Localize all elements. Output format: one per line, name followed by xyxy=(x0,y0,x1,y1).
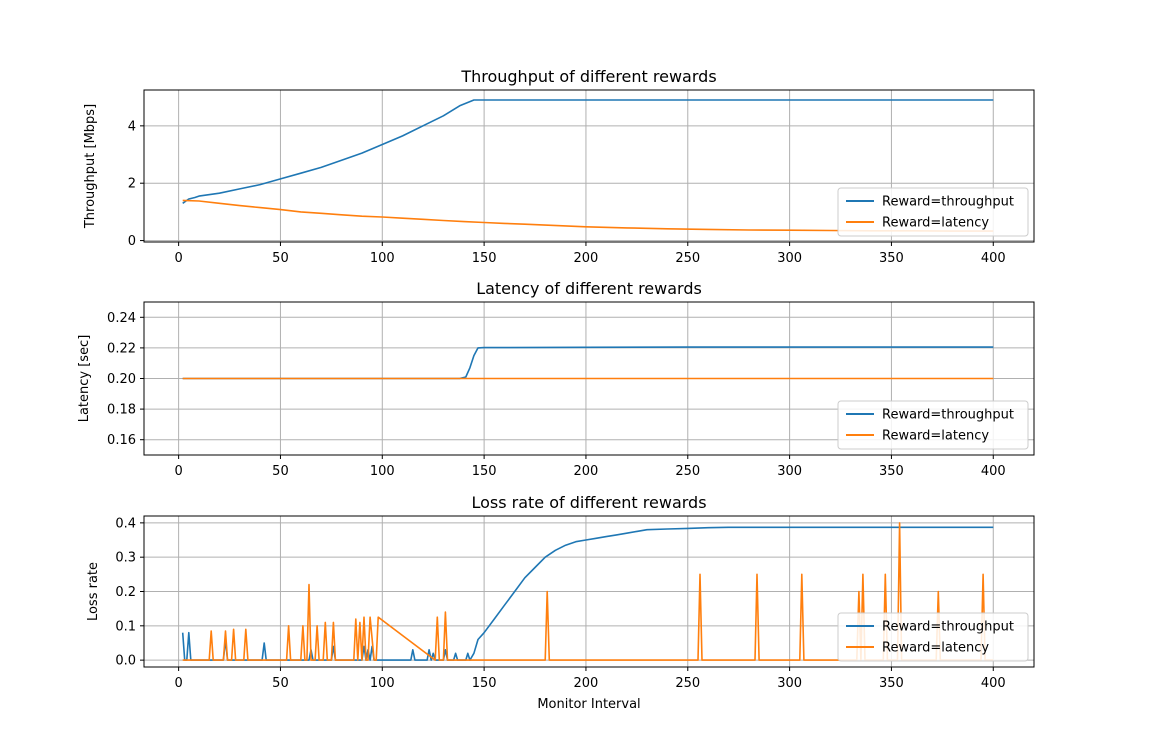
legend: Reward=throughput Reward=latency xyxy=(837,400,1029,450)
y-axis-label: Latency [sec] xyxy=(77,335,92,423)
x-tick-label: 300 xyxy=(777,464,802,479)
y-tick-label: 2 xyxy=(128,177,136,192)
x-tick-label: 300 xyxy=(777,251,802,266)
x-tick-label: 400 xyxy=(981,251,1006,266)
y-axis-label: Throughput [Mbps] xyxy=(83,104,98,229)
x-tick-label: 350 xyxy=(879,251,904,266)
y-tick-label: 0.2 xyxy=(115,585,136,600)
legend-label: Reward=throughput xyxy=(882,408,1014,423)
y-tick-label: 0 xyxy=(128,234,136,249)
x-tick-label: 50 xyxy=(272,676,289,691)
y-tick-label: 0.24 xyxy=(107,311,136,326)
x-tick-label: 100 xyxy=(370,676,395,691)
chart-panel-2: 0 50 100 150 200 250 300 350 400 0.16 0.18 0.20 0.22… xyxy=(77,279,1035,479)
x-tick-label: 200 xyxy=(574,676,599,691)
x-tick-label: 0 xyxy=(174,676,182,691)
x-tick-label: 250 xyxy=(675,251,700,266)
x-tick-label: 0 xyxy=(174,251,182,266)
series-line-throughput xyxy=(182,346,994,380)
legend: Reward=throughput Reward=latency xyxy=(837,612,1029,662)
y-tick-label: 0.20 xyxy=(107,372,136,387)
x-tick-label: 200 xyxy=(574,251,599,266)
y-tick-label: 0.3 xyxy=(115,551,136,566)
y-axis-label: Loss rate xyxy=(86,562,101,621)
x-tick-label: 350 xyxy=(879,464,904,479)
chart-title: Loss rate of different rewards xyxy=(471,493,706,512)
x-tick-label: 350 xyxy=(879,676,904,691)
x-tick-label: 300 xyxy=(777,676,802,691)
x-tick-label: 250 xyxy=(675,464,700,479)
y-tick-label: 0.0 xyxy=(115,654,136,669)
x-tick-label: 100 xyxy=(370,251,395,266)
x-tick-label: 150 xyxy=(472,251,497,266)
legend: Reward=throughput Reward=latency xyxy=(837,187,1029,237)
y-tick-label: 0.22 xyxy=(107,341,136,356)
x-tick-label: 150 xyxy=(472,464,497,479)
chart-title: Latency of different rewards xyxy=(476,279,702,298)
chart-title: Throughput of different rewards xyxy=(460,67,716,86)
chart-panel-3: 0 50 100 150 200 250 300 350 400 0.0 0.1 0.2 0.3 0.4 L… xyxy=(86,493,1035,712)
y-tick-label: 0.16 xyxy=(107,433,136,448)
y-tick-label: 4 xyxy=(128,119,136,134)
series-line-throughput xyxy=(182,99,994,204)
x-tick-label: 0 xyxy=(174,464,182,479)
y-tick-label: 0.1 xyxy=(115,619,136,634)
x-tick-label: 150 xyxy=(472,676,497,691)
legend-label: Reward=throughput xyxy=(882,195,1014,210)
x-tick-label: 50 xyxy=(272,464,289,479)
legend-box xyxy=(837,400,1029,450)
y-tick-label: 0.4 xyxy=(115,516,136,531)
x-tick-label: 100 xyxy=(370,464,395,479)
legend-label: Reward=throughput xyxy=(882,620,1014,635)
axes-frame xyxy=(143,89,1035,243)
x-tick-label: 400 xyxy=(981,464,1006,479)
x-tick-label: 200 xyxy=(574,464,599,479)
legend-label: Reward=latency xyxy=(882,429,989,444)
legend-label: Reward=latency xyxy=(882,216,989,231)
y-tick-label: 0.18 xyxy=(107,403,136,418)
x-axis-label: Monitor Interval xyxy=(537,697,640,712)
series-line-latency xyxy=(182,199,994,232)
legend-box xyxy=(837,187,1029,237)
legend-label: Reward=latency xyxy=(882,641,989,656)
x-tick-label: 250 xyxy=(675,676,700,691)
chart-panel-1: 0 50 100 150 200 250 300 350 400 0 2 4 Throughput of… xyxy=(83,67,1035,266)
legend-box xyxy=(837,612,1029,662)
x-tick-label: 50 xyxy=(272,251,289,266)
x-tick-label: 400 xyxy=(981,676,1006,691)
